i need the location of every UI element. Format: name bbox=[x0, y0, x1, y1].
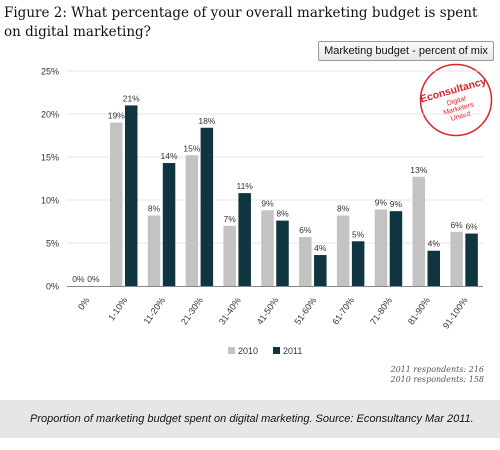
bar-2010 bbox=[299, 236, 312, 286]
x-tick-label: 71-80% bbox=[368, 295, 394, 326]
bar-2011 bbox=[427, 250, 441, 286]
x-tick-label: 11-20% bbox=[142, 295, 168, 326]
data-label-2011: 4% bbox=[428, 239, 441, 249]
bar-2010 bbox=[374, 209, 388, 286]
respondent-counts: 2011 respondents: 216 2010 respondents: … bbox=[391, 365, 485, 385]
bar-2010 bbox=[185, 155, 199, 286]
x-tick-label: 0% bbox=[76, 295, 92, 311]
respondents-2010: 2010 respondents: 158 bbox=[390, 375, 485, 384]
x-tick-label: 81-90% bbox=[406, 295, 432, 326]
y-tick-label: 5% bbox=[46, 239, 59, 249]
data-label-2010: 0% bbox=[72, 274, 85, 284]
data-label-2010: 8% bbox=[337, 203, 350, 213]
data-label-2010: 9% bbox=[261, 198, 274, 208]
bar-2011 bbox=[389, 211, 403, 286]
y-tick-label: 0% bbox=[46, 282, 59, 292]
data-label-2010: 19% bbox=[108, 111, 125, 121]
bar-2010 bbox=[412, 176, 426, 286]
bar-2010 bbox=[223, 225, 236, 286]
data-label-2011: 14% bbox=[161, 151, 178, 161]
data-label-2010: 9% bbox=[375, 197, 388, 207]
figure-panel: Figure 2: What percentage of your overal… bbox=[4, 5, 494, 385]
figure-title: Figure 2: What percentage of your overal… bbox=[4, 5, 478, 40]
data-label-2011: 11% bbox=[236, 181, 253, 191]
bar-chart: 0% 0%19%21%8%14%15%18%7%11%9%8%6%4%8%5%9%… bbox=[41, 67, 483, 356]
x-tick-label: 1-10% bbox=[106, 295, 129, 322]
y-tick-label: 20% bbox=[41, 110, 59, 120]
y-tick-label: 10% bbox=[41, 196, 59, 206]
x-tick-label: 91-100% bbox=[441, 295, 470, 330]
data-label-2011: 21% bbox=[123, 93, 140, 103]
respondents-2011: 2011 respondents: 216 bbox=[390, 365, 485, 374]
bar-2010 bbox=[336, 215, 350, 286]
data-label-2011: 9% bbox=[390, 199, 403, 209]
data-label-2011: 0% bbox=[87, 274, 100, 284]
x-tick-label: 21-30% bbox=[179, 295, 205, 326]
legend-label-2010: 2010 bbox=[238, 346, 258, 356]
data-label-2010: 7% bbox=[224, 214, 237, 224]
bar-2011 bbox=[162, 163, 176, 286]
data-label-2010: 8% bbox=[148, 203, 161, 213]
data-label-2011: 18% bbox=[198, 116, 215, 126]
data-label-2011: 5% bbox=[352, 229, 365, 239]
x-tick-label: 41-50% bbox=[255, 295, 281, 326]
x-tick-label: 51-60% bbox=[292, 295, 318, 326]
y-tick-label: 25% bbox=[41, 67, 59, 77]
bar-2010 bbox=[450, 231, 463, 286]
x-tick-label: 61-70% bbox=[330, 295, 356, 326]
bar-2011 bbox=[276, 220, 289, 286]
bar-2011 bbox=[314, 255, 327, 286]
caption-text: Proportion of marketing budget spent on … bbox=[30, 413, 474, 425]
bar-2011 bbox=[124, 105, 138, 287]
bar-2010 bbox=[261, 210, 274, 286]
bar-2011 bbox=[351, 241, 365, 286]
bar-2011 bbox=[238, 193, 251, 286]
chart-badge: Marketing budget - percent of mix bbox=[318, 41, 494, 61]
data-label-2011: 4% bbox=[314, 243, 327, 253]
data-label-2011: 6% bbox=[465, 222, 478, 232]
logo-ring bbox=[419, 63, 493, 137]
data-label-2010: 15% bbox=[183, 143, 200, 153]
y-tick-label: 15% bbox=[41, 153, 59, 163]
caption-bar: Proportion of marketing budget spent on … bbox=[0, 400, 500, 438]
data-label-2010: 6% bbox=[450, 220, 463, 230]
bar-2010 bbox=[109, 122, 123, 286]
x-tick-label: 31-40% bbox=[217, 295, 243, 326]
legend-label-2011: 2011 bbox=[283, 346, 302, 356]
data-label-2010: 13% bbox=[410, 165, 427, 175]
bar-2010 bbox=[147, 215, 161, 286]
legend-swatch-2011 bbox=[273, 347, 280, 354]
bar-2011 bbox=[465, 233, 478, 286]
data-label-2011: 8% bbox=[276, 209, 289, 219]
bar-2011 bbox=[200, 127, 214, 286]
legend-swatch-2010 bbox=[228, 347, 235, 354]
data-label-2010: 6% bbox=[299, 225, 312, 235]
